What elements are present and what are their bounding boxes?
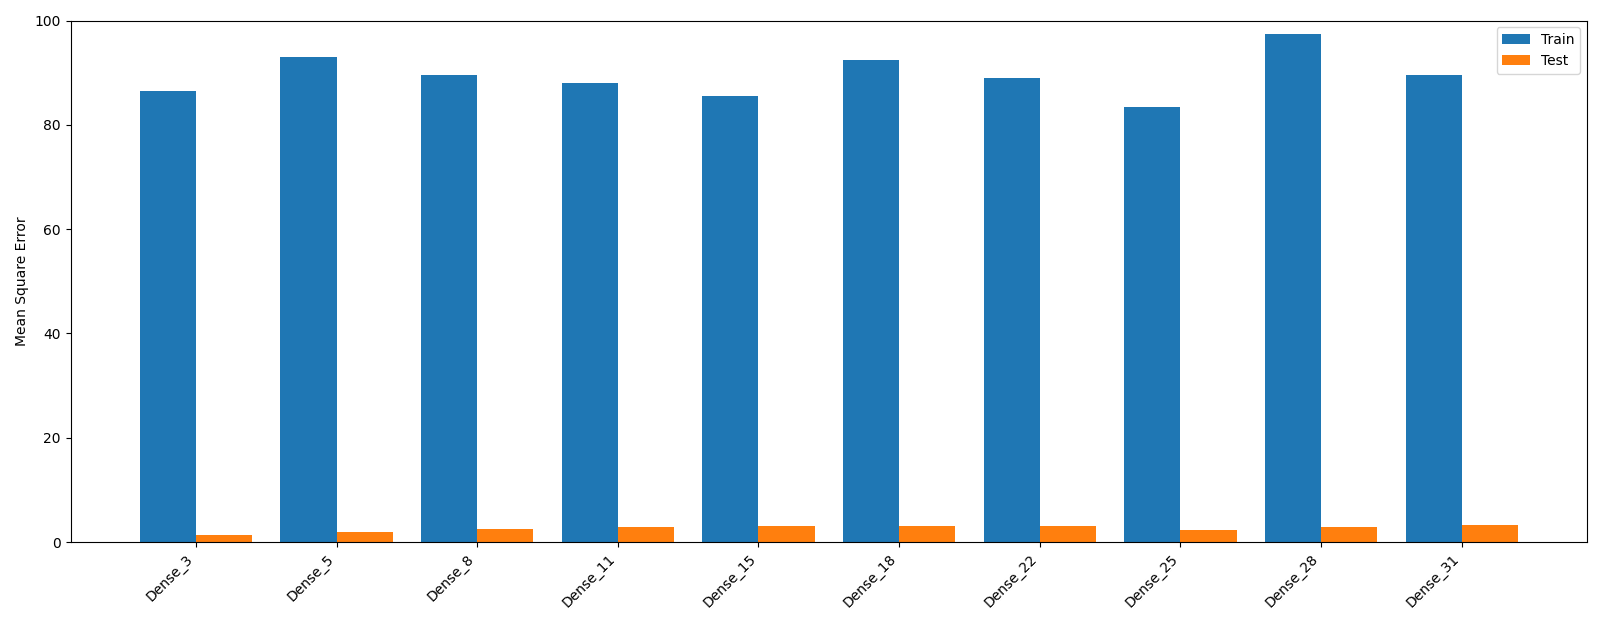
- Bar: [336, 532, 392, 542]
- Bar: [758, 526, 815, 542]
- Bar: [1125, 106, 1181, 542]
- Legend: Train, Test: Train, Test: [1496, 28, 1580, 74]
- Bar: [1181, 530, 1237, 542]
- Bar: [1040, 526, 1096, 542]
- Bar: [618, 528, 674, 542]
- Bar: [899, 526, 955, 542]
- Bar: [195, 535, 252, 542]
- Bar: [843, 59, 899, 542]
- Bar: [702, 96, 758, 542]
- Bar: [280, 57, 336, 542]
- Bar: [477, 529, 533, 542]
- Bar: [139, 91, 195, 542]
- Bar: [421, 75, 477, 542]
- Bar: [1322, 528, 1378, 542]
- Bar: [1405, 75, 1461, 542]
- Bar: [1266, 34, 1322, 542]
- Bar: [984, 78, 1040, 542]
- Bar: [1461, 526, 1519, 542]
- Y-axis label: Mean Square Error: Mean Square Error: [14, 216, 29, 346]
- Bar: [562, 83, 618, 542]
